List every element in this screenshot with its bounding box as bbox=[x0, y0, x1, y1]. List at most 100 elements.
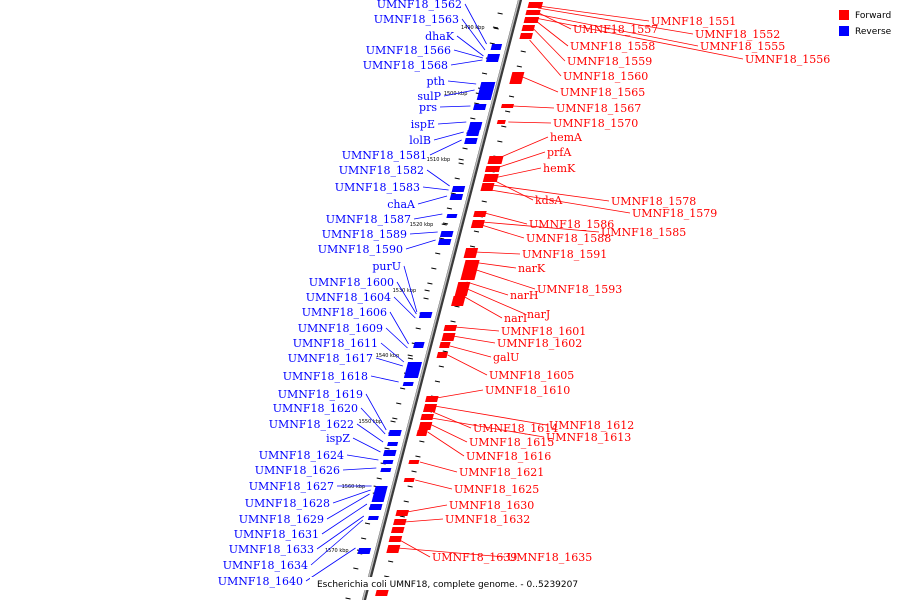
reverse-gene-label: UMNF18_1600 bbox=[309, 276, 394, 289]
forward-gene-label: UMNF18_1557 bbox=[573, 23, 658, 36]
feature-mark bbox=[520, 50, 526, 53]
forward-leader bbox=[535, 17, 744, 60]
forward-gene bbox=[523, 17, 540, 23]
reverse-leader bbox=[453, 49, 484, 59]
forward-gene bbox=[422, 404, 438, 412]
forward-leader bbox=[432, 411, 472, 429]
forward-gene-label: UMNF18_1621 bbox=[459, 466, 544, 479]
reverse-leader bbox=[389, 311, 409, 345]
reverse-leader bbox=[456, 35, 484, 57]
forward-leader bbox=[436, 389, 484, 399]
forward-leader bbox=[538, 5, 650, 22]
reverse-leader bbox=[316, 515, 365, 550]
gene-features bbox=[345, 2, 544, 600]
feature-mark bbox=[458, 162, 464, 165]
feature-mark bbox=[396, 402, 402, 405]
feature-mark bbox=[442, 222, 449, 225]
reverse-gene-label: UMNF18_1562 bbox=[377, 0, 462, 11]
reverse-gene-label: UMNF18_1626 bbox=[255, 464, 340, 477]
reverse-gene bbox=[476, 82, 496, 100]
forward-gene bbox=[443, 325, 458, 331]
reverse-gene bbox=[468, 122, 483, 130]
reverse-gene-label: UMNF18_1634 bbox=[223, 559, 308, 572]
feature-mark bbox=[497, 12, 503, 15]
feature-mark bbox=[442, 350, 448, 353]
reverse-gene-label: UMNF18_1604 bbox=[306, 291, 391, 304]
reverse-gene bbox=[437, 239, 452, 245]
forward-gene-label: UMNF18_1560 bbox=[563, 70, 648, 83]
reverse-gene bbox=[449, 194, 464, 200]
reverse-leader bbox=[360, 407, 386, 435]
feature-mark bbox=[481, 72, 488, 75]
tick-label: 1520 kbp bbox=[410, 222, 434, 228]
forward-gene-label: hemA bbox=[550, 131, 583, 144]
forward-gene bbox=[463, 248, 479, 258]
feature-mark bbox=[462, 147, 468, 150]
reverse-gene-label: UMNF18_1581 bbox=[342, 149, 427, 162]
legend-reverse-swatch bbox=[839, 26, 849, 36]
reverse-leader bbox=[422, 186, 449, 191]
forward-leader bbox=[537, 7, 694, 35]
tick-label: 1570 kbp bbox=[325, 548, 349, 554]
feature-mark bbox=[489, 42, 495, 45]
reverse-gene-label: UMNF18_1622 bbox=[269, 418, 354, 431]
forward-gene-label: narK bbox=[518, 262, 546, 275]
forward-leader bbox=[447, 354, 488, 376]
forward-leader bbox=[474, 251, 521, 255]
forward-leader bbox=[452, 335, 496, 344]
forward-leader bbox=[490, 189, 631, 214]
feature-mark bbox=[438, 365, 444, 368]
forward-gene bbox=[388, 536, 403, 542]
feature-mark bbox=[392, 417, 398, 420]
forward-gene-label: UMNF18_1615 bbox=[469, 436, 554, 449]
forward-leader bbox=[536, 11, 572, 30]
forward-gene bbox=[403, 478, 415, 482]
feature-mark bbox=[431, 267, 437, 270]
reverse-gene bbox=[387, 442, 399, 446]
reverse-gene-label: prs bbox=[419, 101, 437, 114]
forward-gene-label: UMNF18_1551 bbox=[651, 15, 736, 28]
forward-gene-label: UMNF18_1591 bbox=[522, 248, 607, 261]
reverse-gene-label: pth bbox=[426, 75, 445, 88]
reverse-gene bbox=[451, 186, 466, 192]
label-leader-lines bbox=[305, 3, 744, 582]
reverse-leader bbox=[443, 89, 475, 97]
reverse-gene-label: UMNF18_1582 bbox=[339, 164, 424, 177]
forward-gene-label: galU bbox=[493, 351, 519, 364]
feature-mark bbox=[415, 327, 421, 330]
reverse-gene-label: UMNF18_1624 bbox=[259, 449, 344, 462]
reverse-gene-label: purU bbox=[372, 260, 401, 273]
feature-mark bbox=[376, 477, 382, 480]
feature-mark bbox=[361, 537, 367, 540]
forward-gene bbox=[480, 183, 495, 191]
feature-mark bbox=[434, 380, 441, 383]
forward-gene-label: UMNF18_1616 bbox=[466, 450, 551, 463]
forward-gene bbox=[420, 414, 434, 420]
reverse-gene bbox=[446, 214, 458, 218]
feature-mark bbox=[508, 95, 515, 98]
forward-gene-label: UMNF18_1602 bbox=[497, 337, 582, 350]
feature-mark bbox=[493, 27, 499, 30]
feature-mark bbox=[364, 522, 371, 525]
feature-mark bbox=[384, 447, 390, 450]
legend-reverse-label: Reverse bbox=[855, 27, 892, 37]
forward-gene bbox=[460, 260, 480, 280]
reverse-gene bbox=[357, 548, 372, 554]
reverse-gene bbox=[485, 54, 501, 62]
forward-gene-label: UMNF18_1570 bbox=[553, 117, 638, 130]
reverse-leader bbox=[346, 454, 379, 461]
forward-gene bbox=[441, 333, 456, 341]
reverse-leader bbox=[321, 503, 368, 535]
reverse-gene-label: UMNF18_1609 bbox=[298, 322, 383, 335]
forward-leader bbox=[404, 518, 444, 523]
forward-gene-label: UMNF18_1578 bbox=[611, 195, 696, 208]
reverse-gene bbox=[383, 450, 397, 456]
reverse-leader bbox=[417, 195, 448, 205]
feature-mark bbox=[473, 230, 480, 233]
feature-mark bbox=[481, 200, 487, 203]
reverse-gene bbox=[490, 44, 503, 50]
reverse-leader bbox=[413, 213, 443, 220]
feature-mark bbox=[516, 65, 522, 68]
forward-gene bbox=[395, 510, 409, 516]
